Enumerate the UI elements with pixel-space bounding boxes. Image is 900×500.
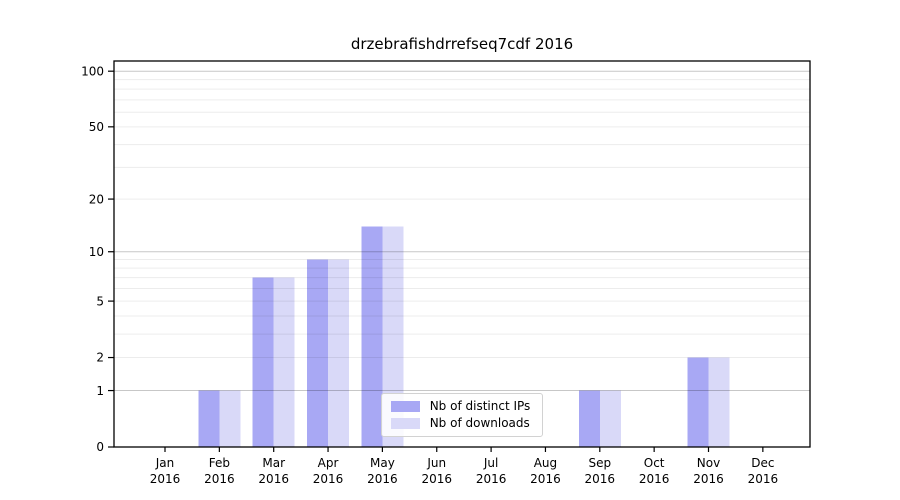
y-tick-label: 1 <box>96 384 104 398</box>
x-tick-label-year: 2016 <box>150 472 181 486</box>
bar-distinct-ips <box>687 357 709 447</box>
bar-downloads <box>599 390 621 447</box>
x-tick-label-year: 2016 <box>421 472 452 486</box>
legend-label-downloads: Nb of downloads <box>429 416 530 430</box>
y-tick-label: 100 <box>81 64 104 78</box>
bar-distinct-ips <box>307 259 329 447</box>
x-tick-label-year: 2016 <box>530 472 561 486</box>
x-tick-label-year: 2016 <box>313 472 344 486</box>
x-tick-label-year: 2016 <box>639 472 670 486</box>
x-tick-label-year: 2016 <box>585 472 616 486</box>
bar-distinct-ips <box>198 390 220 447</box>
x-tick-label-month: Sep <box>588 456 611 470</box>
legend-label-distinct-ips: Nb of distinct IPs <box>429 399 531 413</box>
x-tick-label-month: Jan <box>155 456 175 470</box>
bar-downloads <box>219 390 241 447</box>
plot-border <box>113 60 811 448</box>
y-tick-label: 50 <box>89 120 104 134</box>
bar-downloads <box>382 226 404 447</box>
x-tick-label-year: 2016 <box>476 472 507 486</box>
x-tick-label-month: Aug <box>534 456 557 470</box>
legend-box: Nb of distinct IPs Nb of downloads <box>380 393 544 437</box>
y-tick-label: 20 <box>89 192 104 206</box>
x-tick-label-month: Nov <box>697 456 720 470</box>
y-tick-label: 0 <box>96 440 104 454</box>
bar-distinct-ips <box>361 226 383 447</box>
bar-downloads <box>708 357 730 447</box>
x-tick-label-month: Apr <box>318 456 339 470</box>
bar-downloads <box>328 259 350 447</box>
x-tick-label-month: Feb <box>209 456 230 470</box>
legend-entry-distinct-ips: Nb of distinct IPs <box>390 399 531 413</box>
legend-entry-downloads: Nb of downloads <box>390 416 531 430</box>
x-tick-label-month: Mar <box>262 456 285 470</box>
bar-downloads <box>273 277 295 447</box>
x-tick-label-month: Oct <box>644 456 665 470</box>
y-tick-label: 10 <box>89 245 104 259</box>
x-tick-label-month: Jul <box>483 456 498 470</box>
legend-swatch-downloads <box>390 418 420 429</box>
x-tick-label-year: 2016 <box>367 472 398 486</box>
x-tick-label-month: May <box>370 456 395 470</box>
bar-distinct-ips <box>578 390 600 447</box>
chart-title: drzebrafishdrrefseq7cdf 2016 <box>350 35 574 53</box>
y-tick-label: 5 <box>96 294 104 308</box>
x-tick-label-year: 2016 <box>748 472 779 486</box>
bar-distinct-ips <box>252 277 274 447</box>
y-tick-label: 2 <box>96 351 104 365</box>
x-tick-label-month: Dec <box>751 456 774 470</box>
x-tick-label-year: 2016 <box>693 472 724 486</box>
legend: Nb of distinct IPs Nb of downloads <box>114 393 810 437</box>
x-tick-label-year: 2016 <box>258 472 289 486</box>
legend-swatch-distinct-ips <box>390 401 420 412</box>
x-tick-label-year: 2016 <box>204 472 235 486</box>
x-tick-label-month: Jun <box>426 456 446 470</box>
